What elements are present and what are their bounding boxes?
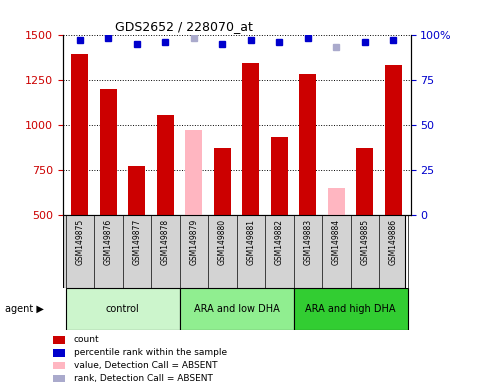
Bar (328, 188, 345, 215)
Bar (271, 137, 288, 215)
Bar (53, 349, 65, 357)
Text: agent ▶: agent ▶ (5, 304, 43, 314)
Bar (71, 55, 88, 215)
Bar (100, 89, 117, 215)
Text: GSM149885: GSM149885 (360, 219, 369, 265)
Text: GSM149877: GSM149877 (132, 219, 142, 265)
Text: control: control (106, 304, 140, 314)
Text: GSM149883: GSM149883 (303, 219, 313, 265)
Bar (53, 375, 65, 382)
Bar (214, 148, 231, 215)
Bar (66, 288, 180, 330)
Text: GSM149882: GSM149882 (275, 219, 284, 265)
Text: GSM149879: GSM149879 (189, 219, 199, 265)
Bar (53, 336, 65, 344)
Text: GSM149886: GSM149886 (389, 219, 398, 265)
Bar (356, 148, 373, 215)
Bar (242, 63, 259, 215)
Text: value, Detection Call = ABSENT: value, Detection Call = ABSENT (74, 361, 217, 370)
Text: ARA and high DHA: ARA and high DHA (305, 304, 396, 314)
Bar (128, 166, 145, 215)
Text: GSM149881: GSM149881 (246, 219, 256, 265)
Text: GSM149875: GSM149875 (75, 219, 85, 265)
Bar (294, 288, 408, 330)
Bar (157, 115, 174, 215)
Text: GSM149884: GSM149884 (332, 219, 341, 265)
Text: GDS2652 / 228070_at: GDS2652 / 228070_at (115, 20, 253, 33)
Text: GSM149878: GSM149878 (161, 219, 170, 265)
Text: ARA and low DHA: ARA and low DHA (194, 304, 280, 314)
Bar (185, 130, 202, 215)
Bar (180, 288, 294, 330)
Text: percentile rank within the sample: percentile rank within the sample (74, 348, 227, 358)
Bar (299, 74, 316, 215)
Bar (385, 65, 402, 215)
Text: rank, Detection Call = ABSENT: rank, Detection Call = ABSENT (74, 374, 213, 383)
Text: count: count (74, 335, 99, 344)
Text: GSM149880: GSM149880 (218, 219, 227, 265)
Text: GSM149876: GSM149876 (104, 219, 113, 265)
Bar (53, 362, 65, 369)
